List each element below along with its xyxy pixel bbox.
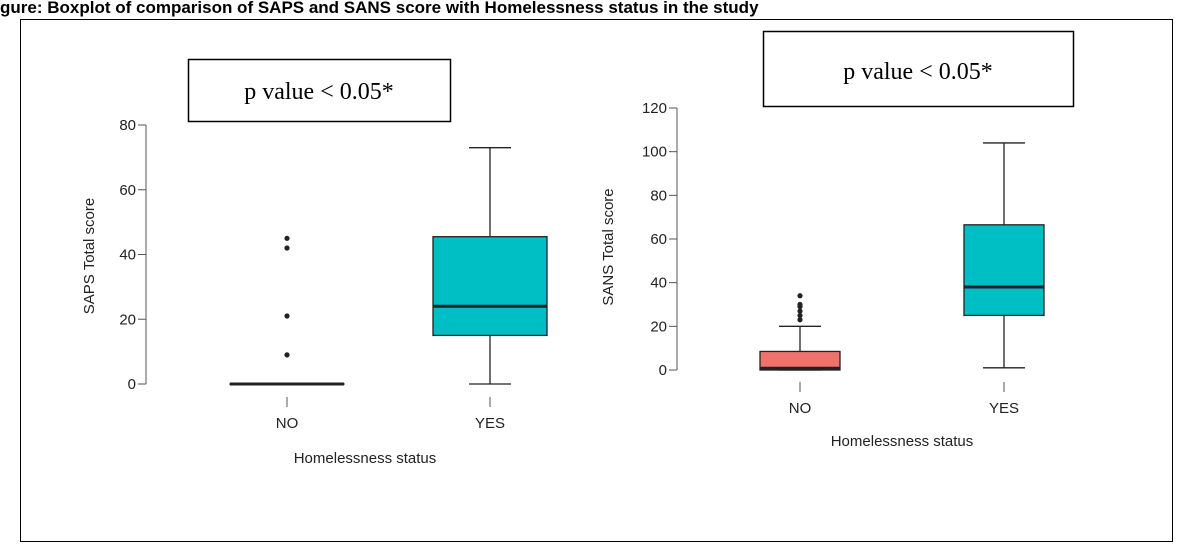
saps-x-axis: NO YES xyxy=(276,397,505,432)
saps-y-axis-label: SAPS Total score xyxy=(81,198,98,314)
saps-pvalue-box xyxy=(187,58,452,123)
sans-no-outlier xyxy=(797,317,803,323)
saps-boxplot-panel: p value < 0.05* 0 20 40 60 80 NO YES SAPS Tot… xyxy=(81,58,548,467)
sans-y-axis: 0 20 40 60 80 100 120 xyxy=(642,100,678,379)
sans-x-tick-label-no: NO xyxy=(789,400,812,417)
sans-y-tick-label: 120 xyxy=(642,100,667,117)
sans-y-tick-label: 0 xyxy=(659,362,667,379)
sans-y-tick-label: 60 xyxy=(650,231,667,248)
sans-y-tick-label: 100 xyxy=(642,144,667,161)
sans-yes-box xyxy=(963,224,1045,317)
sans-y-axis-label: SANS Total score xyxy=(600,188,617,305)
sans-no-box xyxy=(759,350,841,371)
sans-pvalue-box xyxy=(762,30,1075,108)
saps-y-tick-label: 0 xyxy=(128,376,136,393)
sans-x-axis: NO YES xyxy=(789,382,1019,417)
saps-y-tick-label: 20 xyxy=(119,311,136,328)
sans-y-tick-label: 40 xyxy=(650,275,667,292)
saps-yes-box xyxy=(432,236,548,337)
saps-x-tick-label-yes: YES xyxy=(475,415,505,432)
sans-y-tick-label: 20 xyxy=(650,318,667,335)
figure-border xyxy=(20,19,1173,542)
saps-y-tick-label: 60 xyxy=(119,182,136,199)
sans-no-outlier xyxy=(797,312,803,319)
sans-no-outlier xyxy=(797,293,803,299)
sans-no-outlier xyxy=(797,301,803,308)
sans-box-marks xyxy=(759,142,1045,371)
saps-no-outlier xyxy=(284,313,290,319)
sans-x-tick-label-yes: YES xyxy=(989,400,1019,417)
saps-box-marks xyxy=(229,147,548,386)
saps-no-outlier xyxy=(284,235,290,241)
figure-caption: gure: Boxplot of comparison of SAPS and … xyxy=(0,0,759,17)
saps-x-tick-label-no: NO xyxy=(276,415,299,432)
saps-y-tick-label: 40 xyxy=(119,247,136,264)
saps-no-outlier xyxy=(284,245,290,251)
sans-no-outlier xyxy=(797,308,803,314)
saps-y-axis: 0 20 40 60 80 xyxy=(119,117,147,393)
sans-y-tick-label: 80 xyxy=(650,187,667,204)
saps-x-axis-label: Homelessness status xyxy=(294,450,437,467)
sans-boxplot-panel: p value < 0.05* 0 20 40 60 80 100 120 NO YES SA… xyxy=(600,30,1075,450)
sans-pvalue-label: p value < 0.05* xyxy=(843,59,993,85)
saps-y-tick-label: 80 xyxy=(119,117,136,134)
sans-x-axis-label: Homelessness status xyxy=(831,433,974,450)
saps-no-outlier xyxy=(284,352,290,358)
saps-pvalue-label: p value < 0.05* xyxy=(244,79,394,105)
